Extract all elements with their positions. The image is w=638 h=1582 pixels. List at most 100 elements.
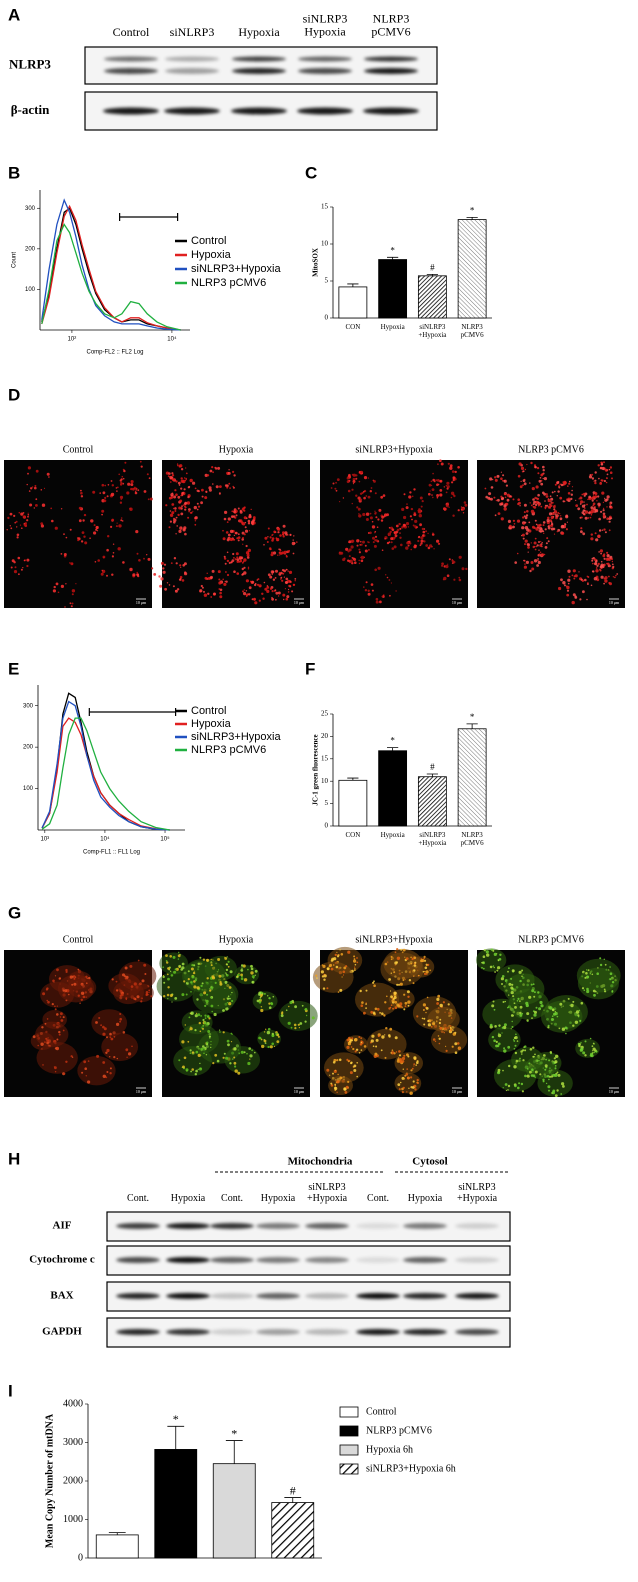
stain-dot — [354, 1038, 358, 1042]
stain-dot — [248, 530, 250, 532]
stain-dot — [588, 495, 592, 499]
stain-dot — [550, 512, 553, 514]
stain-dot — [233, 510, 236, 514]
stain-dot — [594, 562, 597, 566]
stain-dot — [512, 525, 515, 529]
stain-dot — [183, 488, 186, 491]
stain-dot — [578, 1009, 581, 1012]
stain-dot — [84, 541, 88, 545]
stain-dot — [402, 1086, 405, 1089]
stain-dot — [600, 575, 604, 579]
stain-dot — [79, 1002, 81, 1004]
stain-dot — [343, 1087, 347, 1091]
stain-dot — [373, 980, 375, 983]
stain-dot — [197, 505, 201, 508]
stain-dot — [599, 549, 604, 553]
stain-dot — [611, 477, 613, 480]
stain-dot — [296, 541, 298, 543]
stain-dot — [353, 1064, 357, 1068]
stain-dot — [550, 497, 554, 501]
stain-dot — [503, 507, 507, 511]
stain-dot — [278, 571, 281, 574]
stain-dot — [11, 559, 15, 563]
stain-dot — [120, 498, 122, 501]
stain-dot — [45, 988, 49, 991]
stain-dot — [363, 586, 365, 588]
cell-body — [394, 1052, 424, 1075]
stain-dot — [398, 522, 401, 526]
stain-dot — [394, 1000, 398, 1004]
stain-dot — [288, 570, 293, 575]
stain-dot — [439, 480, 442, 483]
stain-dot — [406, 1076, 410, 1080]
stain-dot — [493, 952, 497, 957]
stain-dot — [401, 507, 405, 511]
stain-dot — [608, 517, 612, 520]
stain-dot — [250, 971, 254, 975]
blot-band — [403, 1293, 447, 1299]
stain-dot — [374, 568, 378, 572]
stain-dot — [204, 1004, 207, 1008]
stain-dot — [267, 1027, 271, 1031]
stain-dot — [399, 1002, 403, 1006]
stain-dot — [241, 531, 245, 535]
stain-dot — [527, 543, 530, 547]
stain-dot — [23, 559, 26, 562]
stain-dot — [279, 554, 281, 556]
blot-band — [210, 1329, 254, 1335]
stain-dot — [193, 985, 197, 989]
stain-dot — [403, 1054, 406, 1057]
stain-dot — [204, 576, 208, 580]
stain-dot — [187, 978, 190, 981]
stain-dot — [179, 575, 183, 579]
stain-dot — [358, 1052, 361, 1054]
stain-dot — [535, 523, 538, 526]
stain-dot — [532, 498, 535, 501]
stain-dot — [507, 519, 511, 524]
stain-dot — [266, 1030, 271, 1035]
stain-dot — [103, 499, 107, 503]
stain-dot — [208, 1017, 211, 1020]
stain-dot — [363, 1011, 366, 1015]
stain-dot — [514, 1044, 517, 1047]
stain-dot — [448, 506, 450, 508]
stain-dot — [597, 502, 601, 506]
stain-dot — [60, 584, 64, 589]
blot-band — [166, 1223, 210, 1229]
stain-dot — [336, 1059, 339, 1062]
stain-dot — [271, 1034, 275, 1038]
stain-dot — [367, 477, 370, 479]
stain-dot — [562, 500, 565, 503]
stain-dot — [107, 535, 110, 538]
stain-dot — [190, 967, 194, 971]
stain-dot — [293, 583, 296, 586]
stain-dot — [250, 967, 254, 971]
stain-dot — [55, 1046, 59, 1051]
stain-dot — [143, 963, 147, 967]
stain-dot — [65, 536, 68, 539]
row-label: β-actin — [11, 102, 50, 117]
stain-dot — [183, 505, 187, 508]
stain-dot — [251, 1049, 254, 1052]
y-tick-label: 1000 — [63, 1514, 83, 1525]
bar — [378, 750, 408, 827]
stain-dot — [210, 997, 213, 999]
stain-dot — [547, 1026, 550, 1029]
stain-dot — [285, 597, 289, 601]
stain-dot — [334, 1086, 338, 1091]
stain-dot — [558, 586, 562, 591]
stain-dot — [369, 531, 372, 535]
stain-dot — [390, 541, 393, 544]
stain-dot — [40, 524, 45, 528]
cell-body — [36, 1041, 78, 1074]
stain-dot — [109, 1056, 111, 1058]
stain-dot — [208, 486, 212, 490]
stain-dot — [608, 558, 611, 561]
stain-dot — [226, 997, 230, 1000]
blot-band — [166, 1257, 210, 1263]
stain-dot — [596, 500, 598, 502]
stain-dot — [64, 989, 68, 993]
stain-dot — [336, 955, 340, 958]
stain-dot — [60, 553, 63, 555]
stain-dot — [600, 510, 603, 513]
